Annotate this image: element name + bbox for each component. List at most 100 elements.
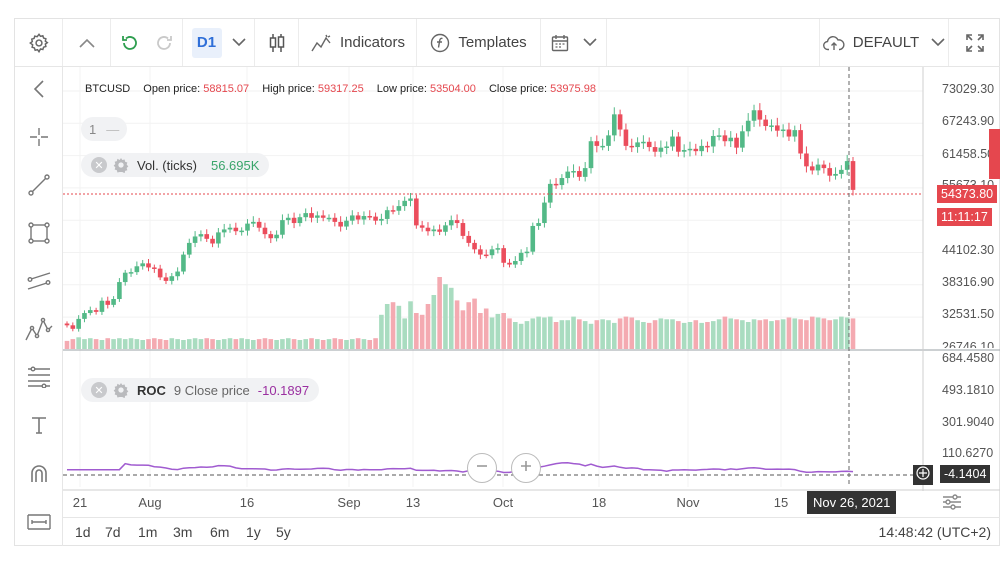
period-1m[interactable]: 1m bbox=[138, 524, 158, 540]
zoom-out-button[interactable] bbox=[467, 453, 497, 483]
volume-bar bbox=[419, 314, 425, 349]
candle-body bbox=[297, 217, 303, 224]
crosshair-add-button[interactable] bbox=[913, 465, 933, 485]
zoom-in-button[interactable] bbox=[511, 453, 541, 483]
volume-bar bbox=[361, 339, 367, 349]
candle-body bbox=[251, 221, 256, 224]
candle-body bbox=[780, 129, 786, 132]
volume-bar bbox=[646, 322, 652, 349]
volume-bar bbox=[425, 304, 431, 349]
volume-bar bbox=[623, 316, 629, 349]
open-value: 58815.07 bbox=[203, 83, 250, 95]
candle-body bbox=[844, 161, 850, 170]
fibonacci-icon bbox=[26, 366, 52, 393]
chevron-up-icon bbox=[78, 37, 96, 49]
open-label: Open price: bbox=[143, 83, 201, 95]
volume-bar bbox=[489, 317, 495, 349]
function-icon bbox=[430, 33, 450, 53]
close-value: 53975.98 bbox=[550, 83, 596, 95]
candle-body bbox=[99, 300, 105, 312]
calendar-selector[interactable] bbox=[541, 19, 607, 66]
gear-icon[interactable] bbox=[113, 157, 129, 174]
collapse-button[interactable] bbox=[63, 19, 111, 66]
volume-bar bbox=[629, 317, 635, 349]
volume-bar bbox=[577, 319, 582, 349]
volume-bar bbox=[740, 320, 745, 349]
candle-body bbox=[157, 268, 163, 278]
candle-body bbox=[280, 220, 285, 235]
pane-selector[interactable]: 1 — bbox=[81, 117, 128, 141]
chevron-down-icon bbox=[931, 38, 945, 47]
period-1d[interactable]: 1d bbox=[75, 524, 91, 540]
volume-bar bbox=[414, 313, 419, 349]
volume-bar bbox=[204, 338, 210, 349]
undo-redo-group bbox=[111, 19, 183, 66]
rectangle-tool[interactable] bbox=[15, 211, 63, 259]
candle-body bbox=[408, 198, 413, 201]
undo-icon[interactable] bbox=[120, 33, 140, 53]
settings-button[interactable] bbox=[15, 19, 63, 66]
trendline-tool[interactable] bbox=[15, 163, 63, 211]
close-icon[interactable]: ✕ bbox=[91, 382, 107, 398]
channel-tool[interactable] bbox=[15, 259, 63, 307]
period-6m[interactable]: 6m bbox=[210, 524, 230, 540]
axis-settings-button[interactable] bbox=[941, 493, 963, 516]
volume-bar bbox=[844, 317, 850, 349]
candle-body bbox=[804, 153, 809, 167]
candle-body bbox=[396, 206, 402, 211]
volume-bar bbox=[524, 321, 530, 349]
ruler-tool[interactable] bbox=[15, 499, 63, 547]
redo-icon[interactable] bbox=[154, 33, 174, 53]
candle-body bbox=[227, 227, 233, 230]
candle-body bbox=[629, 145, 635, 148]
time-axis[interactable]: 21 Aug 16 Sep 13 Oct 18 Nov 15 Nov 26, 2… bbox=[63, 489, 923, 517]
chart-type-button[interactable] bbox=[255, 19, 299, 66]
volume-bar bbox=[763, 319, 768, 349]
period-3m[interactable]: 3m bbox=[173, 524, 193, 540]
fibonacci-tool[interactable] bbox=[15, 355, 63, 403]
candle-body bbox=[76, 318, 81, 329]
candle-body bbox=[734, 137, 739, 148]
period-7d[interactable]: 7d bbox=[105, 524, 121, 540]
candle-body bbox=[379, 218, 384, 221]
chart-area[interactable]: BTCUSD Open price: 58815.07 High price: … bbox=[63, 67, 1000, 517]
fullscreen-button[interactable] bbox=[949, 19, 1000, 66]
volume-bar bbox=[157, 339, 163, 349]
chevron-left-icon bbox=[33, 79, 45, 104]
volume-bar bbox=[349, 339, 355, 349]
trendline-icon bbox=[27, 173, 51, 202]
chevron-down-icon bbox=[231, 38, 246, 47]
volume-bar bbox=[303, 339, 309, 349]
price-scale-handle[interactable] bbox=[989, 129, 1000, 179]
volume-bar bbox=[472, 298, 477, 349]
indicators-button[interactable]: Indicators bbox=[299, 19, 417, 66]
close-icon[interactable]: ✕ bbox=[91, 157, 107, 173]
volume-bar bbox=[466, 302, 472, 349]
volume-bar bbox=[815, 317, 821, 349]
candle-body bbox=[553, 183, 559, 186]
candle-body bbox=[489, 249, 495, 256]
gear-icon[interactable] bbox=[113, 382, 129, 399]
volume-bar bbox=[559, 320, 565, 349]
volume-bar bbox=[431, 295, 437, 349]
chart-canvas[interactable] bbox=[63, 67, 1000, 491]
chart-window: D1 Indicators Templates bbox=[14, 18, 1000, 546]
x-axis-label: 18 bbox=[591, 495, 607, 510]
volume-bar bbox=[408, 301, 413, 349]
ohlc-legend: BTCUSD Open price: 58815.07 High price: … bbox=[85, 83, 596, 95]
drawing-tools-sidebar bbox=[15, 67, 63, 546]
candle-body bbox=[414, 198, 419, 226]
volume-bar bbox=[850, 318, 856, 349]
crosshair-tool[interactable] bbox=[15, 115, 63, 163]
text-tool[interactable] bbox=[15, 403, 63, 451]
templates-button[interactable]: Templates bbox=[417, 19, 541, 66]
timeframe-selector[interactable]: D1 bbox=[183, 19, 255, 66]
period-5y[interactable]: 5y bbox=[276, 524, 291, 540]
period-1y[interactable]: 1y bbox=[246, 524, 261, 540]
candle-body bbox=[274, 234, 279, 239]
magnet-tool[interactable] bbox=[15, 451, 63, 499]
patterns-tool[interactable] bbox=[15, 307, 63, 355]
volume-bar bbox=[338, 339, 343, 349]
collapse-sidebar-button[interactable] bbox=[15, 67, 63, 115]
template-dropdown[interactable]: DEFAULT bbox=[819, 19, 949, 66]
